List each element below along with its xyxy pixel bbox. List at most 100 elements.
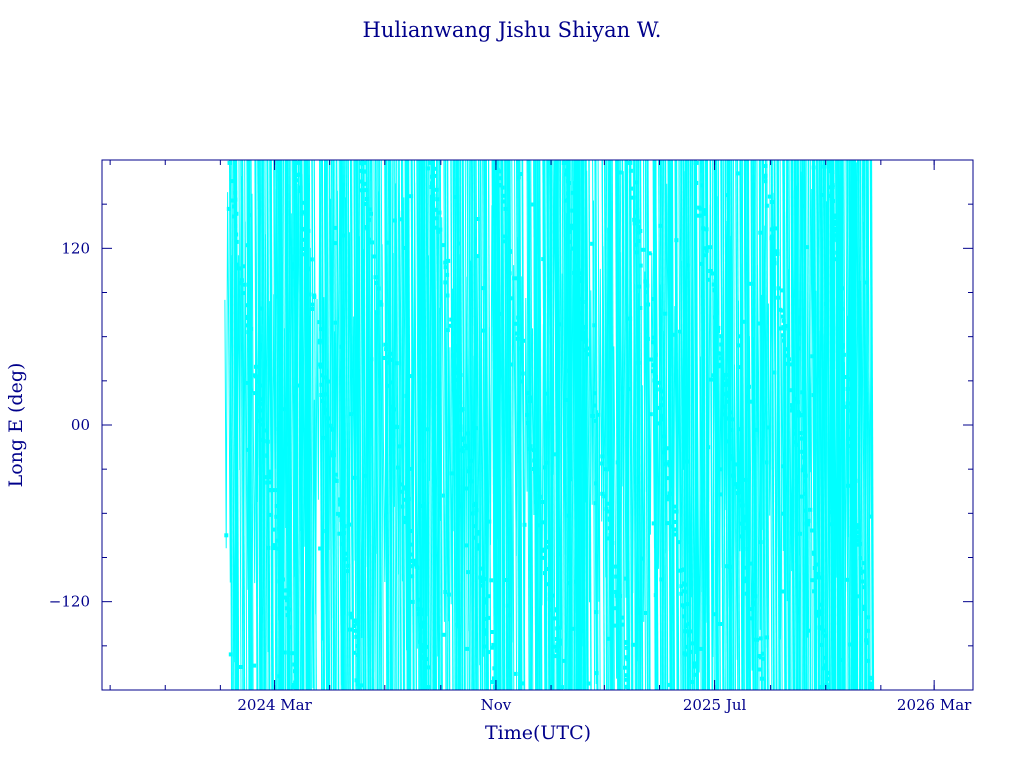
series-point (806, 628, 811, 633)
series-point (594, 671, 599, 676)
series-point (494, 181, 499, 186)
series-point (606, 536, 611, 541)
series-point (603, 467, 608, 472)
series-segment (353, 159, 357, 691)
series-point (288, 625, 293, 630)
series-segment (687, 159, 691, 691)
series-point (509, 362, 514, 367)
series-segment (705, 159, 709, 691)
series-point (785, 324, 790, 328)
series-segment (270, 159, 274, 691)
series-point (739, 490, 744, 495)
series-point (684, 624, 689, 629)
series-point (390, 380, 394, 385)
series-point (620, 615, 625, 620)
series-segment (273, 159, 277, 691)
series-point (349, 412, 354, 417)
series-point (778, 326, 783, 331)
series-point (351, 624, 356, 628)
series-point (734, 462, 739, 467)
series-segment (363, 159, 367, 691)
series-point (396, 465, 401, 470)
series-point (656, 380, 661, 385)
series-segment (450, 159, 454, 691)
series-segment (841, 159, 845, 691)
series-point (338, 497, 343, 502)
series-point (711, 373, 716, 378)
y-tick-label: 00 (71, 416, 90, 434)
series-point (582, 348, 587, 353)
series-point (545, 460, 550, 465)
series-segment (420, 159, 424, 691)
series-point (800, 494, 805, 499)
series-point (757, 667, 762, 672)
series-point (545, 539, 550, 544)
series-point (651, 340, 656, 345)
series-segment (788, 159, 792, 691)
series-point (322, 392, 327, 397)
series-point (224, 533, 229, 538)
series-segment (581, 159, 585, 691)
series-segment (797, 159, 801, 691)
y-tick-label: 120 (61, 239, 90, 257)
series-point (653, 394, 658, 398)
series-point (305, 640, 310, 645)
series-point (849, 423, 854, 428)
series-point (835, 326, 840, 331)
series-segment (235, 159, 238, 691)
series-segment (250, 159, 254, 691)
series-point (746, 560, 750, 564)
series-point (721, 392, 726, 397)
series-segment (371, 159, 375, 691)
series-segment (584, 159, 588, 691)
series-segment (521, 159, 525, 691)
series-point (463, 443, 468, 448)
series-point (761, 656, 766, 661)
series-segment (852, 159, 856, 691)
series-segment (756, 159, 760, 691)
series-segment (720, 159, 724, 691)
series-point (800, 413, 804, 417)
series-point (422, 656, 426, 661)
series-segment (871, 159, 875, 691)
x-tick-label: 2025 Jul (683, 696, 747, 714)
series-point (486, 615, 491, 620)
series-point (600, 491, 605, 496)
series-point (338, 502, 343, 507)
series-segment (604, 159, 607, 691)
series-segment (808, 159, 812, 691)
series-segment (269, 159, 273, 691)
series-point (647, 251, 652, 256)
series-segment (701, 159, 705, 691)
series-segment (730, 159, 734, 691)
series-point (803, 479, 807, 484)
series-segment (468, 159, 472, 691)
series-point (676, 540, 681, 545)
series-segment (518, 159, 522, 691)
series-segment (495, 159, 499, 691)
series-segment (577, 159, 581, 691)
series-segment (817, 159, 821, 691)
series-point (292, 683, 296, 687)
series-point (481, 328, 485, 333)
series-point (518, 172, 523, 176)
series-point (333, 241, 338, 246)
series-segment (615, 159, 619, 691)
series-segment (457, 159, 461, 691)
series-point (811, 165, 816, 170)
series-segment (255, 159, 259, 691)
series-point (592, 403, 597, 408)
series-point (310, 307, 315, 311)
series-segment (482, 159, 486, 691)
series-point (811, 550, 816, 555)
series-point (567, 368, 572, 373)
series-point (692, 662, 697, 667)
series-point (322, 400, 327, 405)
series-segment (735, 159, 739, 691)
series-point (536, 482, 541, 487)
series-point (726, 393, 731, 398)
series-segment (796, 159, 800, 691)
series-segment (396, 159, 400, 691)
series-point (810, 578, 815, 583)
series-point (410, 599, 415, 604)
